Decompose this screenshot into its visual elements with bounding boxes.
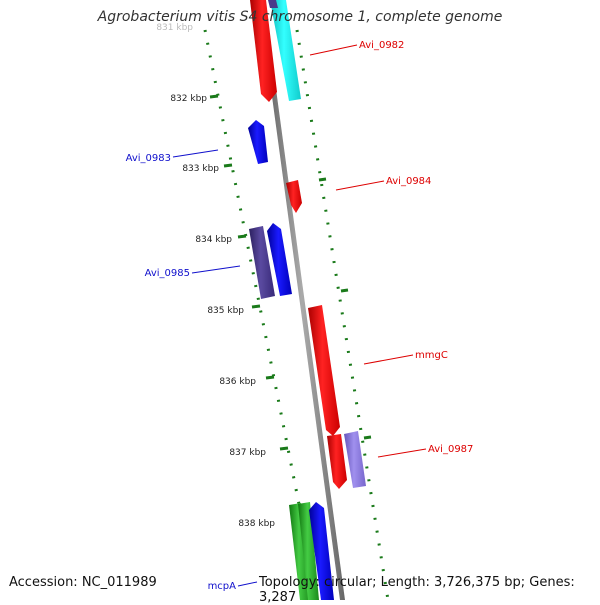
gene-features — [248, 0, 366, 600]
label-connectors — [172, 44, 427, 587]
gene-avi0982[interactable] — [250, 0, 277, 102]
gene-avi0983[interactable] — [248, 120, 268, 164]
gene-label[interactable]: mmgC — [415, 350, 448, 361]
gene-avi0984[interactable] — [286, 180, 302, 213]
gene-label-group: Avi_0982 Avi_0983 Avi_0984 Avi_0985 mmgC… — [126, 40, 474, 592]
gene-label[interactable]: Avi_0987 — [428, 444, 473, 455]
gene-label[interactable]: Avi_0983 — [126, 153, 171, 164]
gene-mcpa-blue[interactable] — [309, 502, 334, 600]
tick-label: 831 kbp — [156, 23, 193, 33]
tick-label: 838 kbp — [238, 519, 275, 529]
gene-label[interactable]: Avi_0982 — [359, 40, 404, 51]
genome-backbone — [259, 0, 345, 600]
right-major-ticks — [318, 177, 372, 440]
tick-label: 833 kbp — [182, 164, 219, 174]
gene-mcpa-green2[interactable] — [298, 502, 319, 600]
gene-avi0985[interactable] — [249, 226, 275, 299]
right-dotted-track — [295, 29, 390, 600]
gene-label[interactable]: Avi_0985 — [145, 268, 190, 279]
left-major-ticks — [209, 94, 303, 522]
map-title: Agrobacterium vitis S4 chromosome 1, com… — [97, 9, 503, 25]
gene-mmgc[interactable] — [308, 305, 340, 436]
gene-label[interactable]: mcpA — [208, 581, 237, 592]
accession-text: Accession: NC_011989 — [9, 575, 157, 590]
genome-summary: Topology: circular; Length: 3,726,375 bp… — [259, 575, 575, 605]
gene-avi0987[interactable] — [327, 434, 347, 489]
gene-avi0985-blue[interactable] — [267, 223, 292, 296]
tick-label: 837 kbp — [229, 448, 266, 458]
tick-label: 836 kbp — [219, 377, 256, 387]
gene-avi0987-lav[interactable] — [344, 431, 366, 488]
tick-label: 834 kbp — [195, 235, 232, 245]
tick-label: 832 kbp — [170, 94, 207, 104]
gene-label[interactable]: Avi_0984 — [386, 176, 431, 187]
tick-label: 835 kbp — [207, 306, 244, 316]
gene-navy-top[interactable] — [268, 0, 278, 8]
ruler-labels: 831 kbp 832 kbp 833 kbp 834 kbp 835 kbp … — [156, 23, 275, 529]
gene-cyan[interactable] — [270, 0, 301, 101]
